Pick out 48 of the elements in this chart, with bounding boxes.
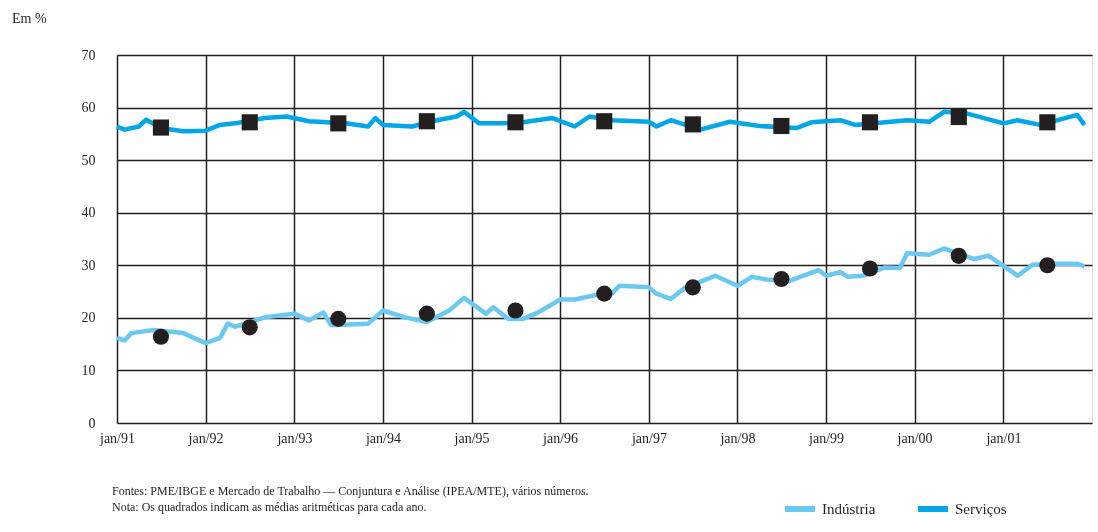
y-tick-label: 50 [81,152,96,168]
line-series [114,246,1087,346]
x-tick-label: jan/99 [808,430,845,446]
point [152,328,169,345]
x-tick-label: jan/98 [719,430,756,446]
point [684,279,701,296]
text: Nota: Os quadrados indicam as médias aritméticas para cada ano. [112,500,427,514]
point [330,115,347,132]
x-tick-label: jan/93 [276,430,313,446]
y-tick-label: 10 [81,362,96,378]
point [152,119,169,136]
x-tick-label: jan/97 [630,430,667,446]
point [507,114,524,131]
y-tick-label: 30 [81,257,96,273]
y-tick-label: 40 [81,205,96,221]
point [773,270,790,287]
point [861,260,879,277]
point [241,114,258,131]
point [418,305,435,322]
y-tick-label: 60 [81,100,96,116]
point [418,113,435,130]
point [1039,114,1056,131]
point [330,310,347,327]
point [861,114,879,131]
x-tick-label: jan/91 [99,430,135,446]
y-tick-label: 20 [81,310,96,326]
point [596,285,613,302]
y-axis-title: Em % [12,11,47,26]
point [684,116,701,133]
point [596,113,613,130]
line-series [114,109,1087,134]
point [1039,257,1056,274]
x-tick-label: jan/96 [542,430,579,446]
x-tick-label: jan/92 [187,430,224,446]
point [950,108,967,126]
y-tick-label: 0 [88,415,96,431]
legend-label: Serviços [955,501,1007,517]
x-tick-label: jan/94 [364,430,401,446]
text: Fontes: PME/IBGE e Mercado de Trabalho — Conjuntura e Análise (IPEA/MTE), vários números. [112,484,589,498]
x-tick-label: jan/95 [453,430,490,446]
point [507,302,524,319]
y-tick-label: 70 [81,47,96,63]
x-tick-label: jan/00 [896,430,933,446]
point [950,247,967,264]
point [773,117,790,135]
point [241,319,258,336]
x-tick-label: jan/01 [985,430,1022,446]
legend-label: Indústria [822,501,876,517]
